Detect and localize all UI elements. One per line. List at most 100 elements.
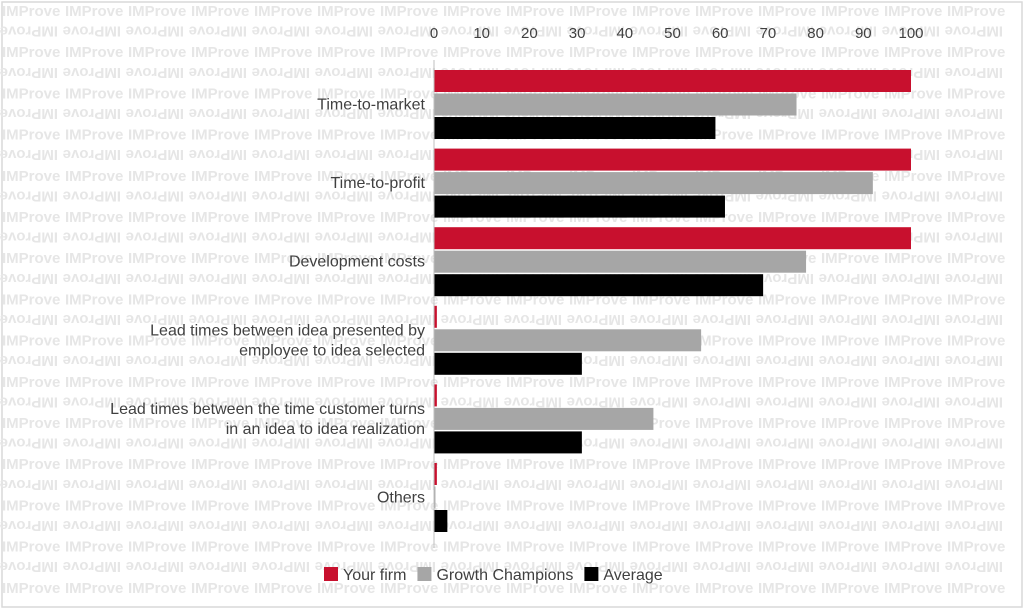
- watermark-text: IMProve: [317, 3, 375, 20]
- watermark-text: IMProve: [126, 270, 184, 287]
- watermark-text: IMProve: [758, 127, 816, 144]
- watermark-text: IMProve: [443, 456, 501, 473]
- watermark-text: IMProve: [504, 311, 562, 328]
- watermark-text: IMProve: [0, 352, 58, 369]
- watermark-text: IMProve: [758, 209, 816, 226]
- watermark-text: IMProve: [378, 146, 436, 163]
- watermark-text: IMProve: [884, 3, 942, 20]
- watermark-text: IMProve: [567, 517, 625, 534]
- watermark-text: IMProve: [128, 85, 186, 102]
- watermark-text: IMProve: [504, 23, 562, 40]
- watermark-text: IMProve: [380, 580, 438, 597]
- watermark-text: IMProve: [945, 229, 1003, 246]
- watermark-text: IMProve: [380, 374, 438, 391]
- watermark-text: IMProve: [315, 229, 373, 246]
- watermark-text: IMProve: [380, 333, 438, 350]
- watermark-text: IMProve: [2, 168, 60, 185]
- watermark-text: IMProve: [884, 168, 942, 185]
- watermark-text: IMProve: [252, 146, 310, 163]
- watermark-text: IMProve: [947, 291, 1005, 308]
- watermark-text: IMProve: [191, 250, 249, 267]
- watermark-text: IMProve: [756, 270, 814, 287]
- x-tick-label: 10: [473, 25, 490, 42]
- watermark-text: IMProve: [567, 393, 625, 410]
- watermark-text: IMProve: [254, 497, 312, 514]
- watermark-text: IMProve: [632, 374, 690, 391]
- watermark-text: IMProve: [695, 374, 753, 391]
- watermark-text: IMProve: [65, 497, 123, 514]
- watermark-text: IMProve: [884, 374, 942, 391]
- category-label: Time-to-market: [317, 97, 425, 114]
- watermark-text: IMProve: [506, 456, 564, 473]
- watermark-text: IMProve: [945, 270, 1003, 287]
- watermark-text: IMProve: [443, 44, 501, 61]
- watermark-text: IMProve: [317, 250, 375, 267]
- watermark-text: IMProve: [945, 64, 1003, 81]
- watermark-text: IMProve: [128, 168, 186, 185]
- watermark-text: IMProve: [695, 497, 753, 514]
- watermark-text: IMProve: [126, 558, 184, 575]
- watermark-text: IMProve: [380, 415, 438, 432]
- watermark-text: IMProve: [819, 435, 877, 452]
- bar-your-firm: [434, 227, 911, 250]
- bar-your-firm: [434, 305, 437, 328]
- legend-item: Average: [584, 567, 663, 584]
- watermark-text: IMProve: [0, 229, 58, 246]
- watermark-text: IMProve: [191, 168, 249, 185]
- watermark-text: IMProve: [189, 517, 247, 534]
- watermark-text: IMProve: [884, 456, 942, 473]
- bar-average: [434, 117, 716, 139]
- watermark-text: IMProve: [632, 456, 690, 473]
- watermark-text: IMProve: [65, 250, 123, 267]
- watermark-text: IMProve: [441, 558, 499, 575]
- watermark-text: IMProve: [506, 374, 564, 391]
- bar-growth-champions: [434, 93, 797, 116]
- watermark-text: IMProve: [254, 3, 312, 20]
- watermark-text: IMProve: [821, 580, 879, 597]
- watermark-text: IMProve: [695, 580, 753, 597]
- bar-growth-champions: [434, 172, 873, 195]
- watermark-text: IMProve: [378, 23, 436, 40]
- bar-your-firm: [434, 463, 437, 485]
- watermark-text: IMProve: [378, 311, 436, 328]
- watermark-text: IMProve: [819, 517, 877, 534]
- watermark-text: IMProve: [191, 456, 249, 473]
- watermark-text: IMProve: [819, 105, 877, 122]
- x-tick-label: 50: [664, 25, 681, 42]
- watermark-text: IMProve: [2, 127, 60, 144]
- watermark-text: IMProve: [630, 23, 688, 40]
- watermark-text: IMProve: [693, 517, 751, 534]
- category-label: Lead times between the time customer tur…: [110, 401, 425, 418]
- watermark-text: IMProve: [756, 393, 814, 410]
- watermark-text: IMProve: [693, 23, 751, 40]
- watermark-text: IMProve: [756, 476, 814, 493]
- watermark-text: IMProve: [191, 497, 249, 514]
- watermark-text: IMProve: [756, 558, 814, 575]
- bar-growth-champions: [434, 329, 702, 352]
- watermark-text: IMProve: [2, 291, 60, 308]
- x-tick-label: 70: [760, 25, 777, 42]
- watermark-text: IMProve: [380, 456, 438, 473]
- watermark-text: IMProve: [128, 209, 186, 226]
- watermark-text: IMProve: [947, 209, 1005, 226]
- watermark-text: IMProve: [380, 168, 438, 185]
- watermark-text: IMProve: [315, 64, 373, 81]
- bars: [434, 70, 911, 532]
- watermark-text: IMProve: [821, 374, 879, 391]
- watermark-text: IMProve: [317, 333, 375, 350]
- watermark-text: IMProve: [65, 291, 123, 308]
- bar-average: [434, 274, 764, 297]
- bar-your-firm: [434, 148, 911, 171]
- watermark-text: IMProve: [189, 393, 247, 410]
- watermark-text: IMProve: [317, 209, 375, 226]
- watermark-text: IMProve: [254, 415, 312, 432]
- watermark-text: IMProve: [378, 476, 436, 493]
- watermark-text: IMProve: [945, 105, 1003, 122]
- watermark-text: IMProve: [380, 291, 438, 308]
- watermark-text: IMProve: [884, 580, 942, 597]
- legend-swatch: [324, 567, 338, 581]
- watermark-text: IMProve: [2, 374, 60, 391]
- watermark-text: IMProve: [0, 64, 58, 81]
- watermark-text: IMProve: [317, 456, 375, 473]
- watermark-text: IMProve: [756, 23, 814, 40]
